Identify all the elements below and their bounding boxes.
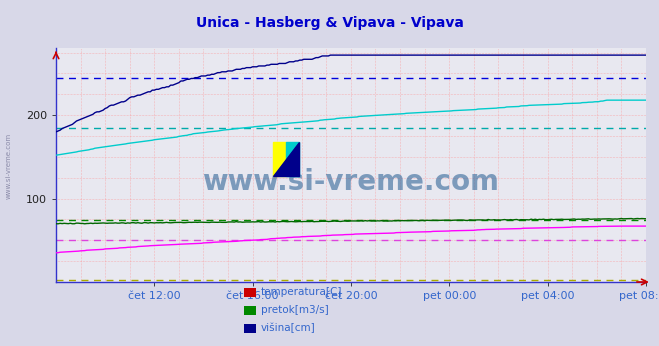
Bar <box>273 142 286 176</box>
Text: temperatura[C]: temperatura[C] <box>261 288 343 297</box>
Bar <box>286 142 299 176</box>
Text: pretok[m3/s]: pretok[m3/s] <box>261 306 329 315</box>
Text: višina[cm]: višina[cm] <box>261 323 316 334</box>
Text: www.si-vreme.com: www.si-vreme.com <box>202 167 500 195</box>
Text: Unica - Hasberg & Vipava - Vipava: Unica - Hasberg & Vipava - Vipava <box>196 16 463 29</box>
Text: www.si-vreme.com: www.si-vreme.com <box>5 133 12 199</box>
Polygon shape <box>273 142 299 176</box>
